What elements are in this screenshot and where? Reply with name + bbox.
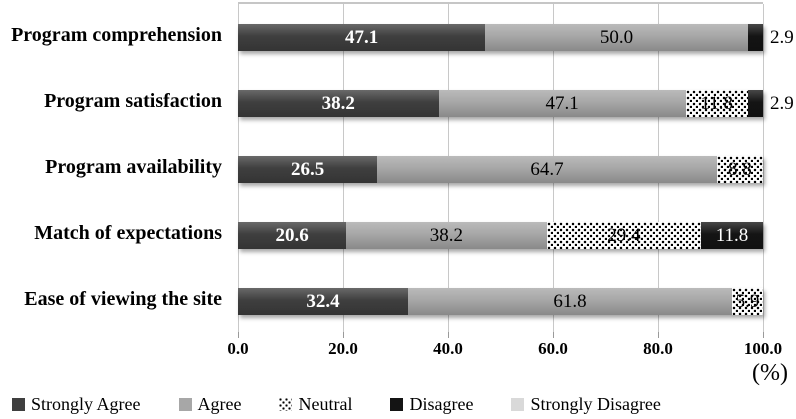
legend-swatch-strongly-disagree: [511, 397, 525, 411]
bar-row: 38.2 47.1 11.8 2.9: [238, 89, 794, 117]
axis-tick-label: 60.0: [538, 339, 568, 358]
axis-tick: [553, 332, 554, 338]
bar-segment-disagree: [747, 23, 763, 51]
axis-tick: [448, 332, 449, 338]
bar-segment-strongly-agree: 47.1: [238, 23, 486, 51]
legend-item-agree: Agree: [178, 393, 242, 415]
legend-item-strongly-disagree: Strongly Disagree: [511, 393, 661, 415]
bar-value-label: 29.4: [607, 224, 641, 246]
x-axis-unit-label: (%): [752, 360, 788, 386]
legend-label: Neutral: [298, 393, 353, 414]
bar-segment-agree: 64.7: [377, 155, 717, 183]
category-labels: Program comprehension Program satisfactio…: [0, 2, 230, 332]
legend-item-disagree: Disagree: [390, 394, 473, 415]
bar-value-label-outside: 2.9: [770, 26, 794, 48]
axis-tick: [763, 332, 764, 338]
bar-value-label-outside: 2.9: [770, 92, 794, 114]
axis-tick: [658, 332, 659, 338]
bar-value-label: 5.9: [735, 290, 760, 312]
bar-value-label: 50.0: [599, 26, 634, 48]
bar-segment-agree: 50.0: [485, 23, 748, 51]
bar-segment-agree: 38.2: [346, 221, 547, 249]
bar-segment-neutral: 29.4: [546, 221, 702, 249]
legend-swatch-neutral: [279, 397, 293, 411]
bar-value-label: 20.6: [275, 224, 309, 246]
bar-row: 26.5 64.7 8.8: [238, 155, 763, 183]
bar-value-label: 11.8: [715, 224, 749, 246]
bar-segment-agree: 47.1: [438, 89, 686, 117]
legend-label: Strongly Disagree: [530, 393, 661, 414]
category-label: Match of expectations: [34, 222, 222, 244]
axis-tick-label: 0.0: [227, 339, 249, 358]
legend-label: Disagree: [409, 393, 474, 414]
bar-segment-neutral: 8.8: [716, 155, 763, 183]
bar-segment-strongly-agree: 26.5: [238, 155, 378, 183]
bar-value-label: 38.2: [429, 224, 464, 246]
legend-swatch-agree: [178, 397, 192, 411]
bar-row: 20.6 38.2 29.4 11.8: [238, 221, 763, 249]
bar-value-label: 32.4: [306, 290, 340, 312]
category-label: Program satisfaction: [44, 90, 222, 112]
bar-value-label: 8.8: [728, 158, 752, 180]
legend-label: Agree: [197, 393, 242, 414]
bar-segment-agree: 61.8: [407, 287, 733, 315]
plot-area: 47.1 50.0 2.9 38.2 47.1 11.8 2.9 26.5 64.7 8.8 20.…: [238, 2, 794, 334]
legend-swatch-disagree: [390, 397, 404, 411]
axis-tick-label: 20.0: [328, 339, 358, 358]
bar-segment-strongly-agree: 38.2: [238, 89, 439, 117]
bar-value-label: 11.8: [700, 92, 734, 114]
legend: Strongly Agree Agree Neutral Disagree Strong…: [12, 392, 661, 416]
bar-row: 32.4 61.8 5.9: [238, 287, 763, 315]
bar-segment-disagree: 11.8: [701, 221, 763, 249]
bar-value-label: 47.1: [345, 26, 379, 48]
bar-segment-strongly-agree: 20.6: [238, 221, 347, 249]
axis-tick-label: 80.0: [643, 339, 673, 358]
category-label: Ease of viewing the site: [24, 288, 222, 310]
legend-label: Strongly Agree: [31, 393, 141, 414]
bar-segment-disagree: [747, 89, 763, 117]
bar-segment-neutral: 5.9: [732, 287, 763, 315]
category-label: Program comprehension: [11, 24, 222, 46]
axis-tick: [238, 332, 239, 338]
bar-value-label: 61.8: [553, 290, 587, 312]
axis-tick-label: 40.0: [433, 339, 463, 358]
bar-value-label: 64.7: [530, 158, 564, 180]
bar-segment-strongly-agree: 32.4: [238, 287, 408, 315]
bar-value-label: 47.1: [545, 92, 579, 114]
bar-value-label: 26.5: [290, 158, 325, 180]
bar-value-label: 38.2: [321, 92, 355, 114]
category-label: Program availability: [45, 156, 222, 178]
axis-tick: [343, 332, 344, 338]
legend-swatch-strongly-agree: [12, 397, 25, 411]
x-axis: 0.0 20.0 40.0 60.0 80.0 100.0: [227, 332, 782, 364]
axis-tick-label: 100.0: [743, 339, 783, 358]
bar-row: 47.1 50.0 2.9: [238, 23, 794, 51]
bar-segment-neutral: 11.8: [685, 89, 748, 117]
gridline: [763, 4, 764, 334]
legend-item-strongly-agree: Strongly Agree: [12, 394, 141, 415]
legend-item-neutral: Neutral: [279, 394, 352, 415]
